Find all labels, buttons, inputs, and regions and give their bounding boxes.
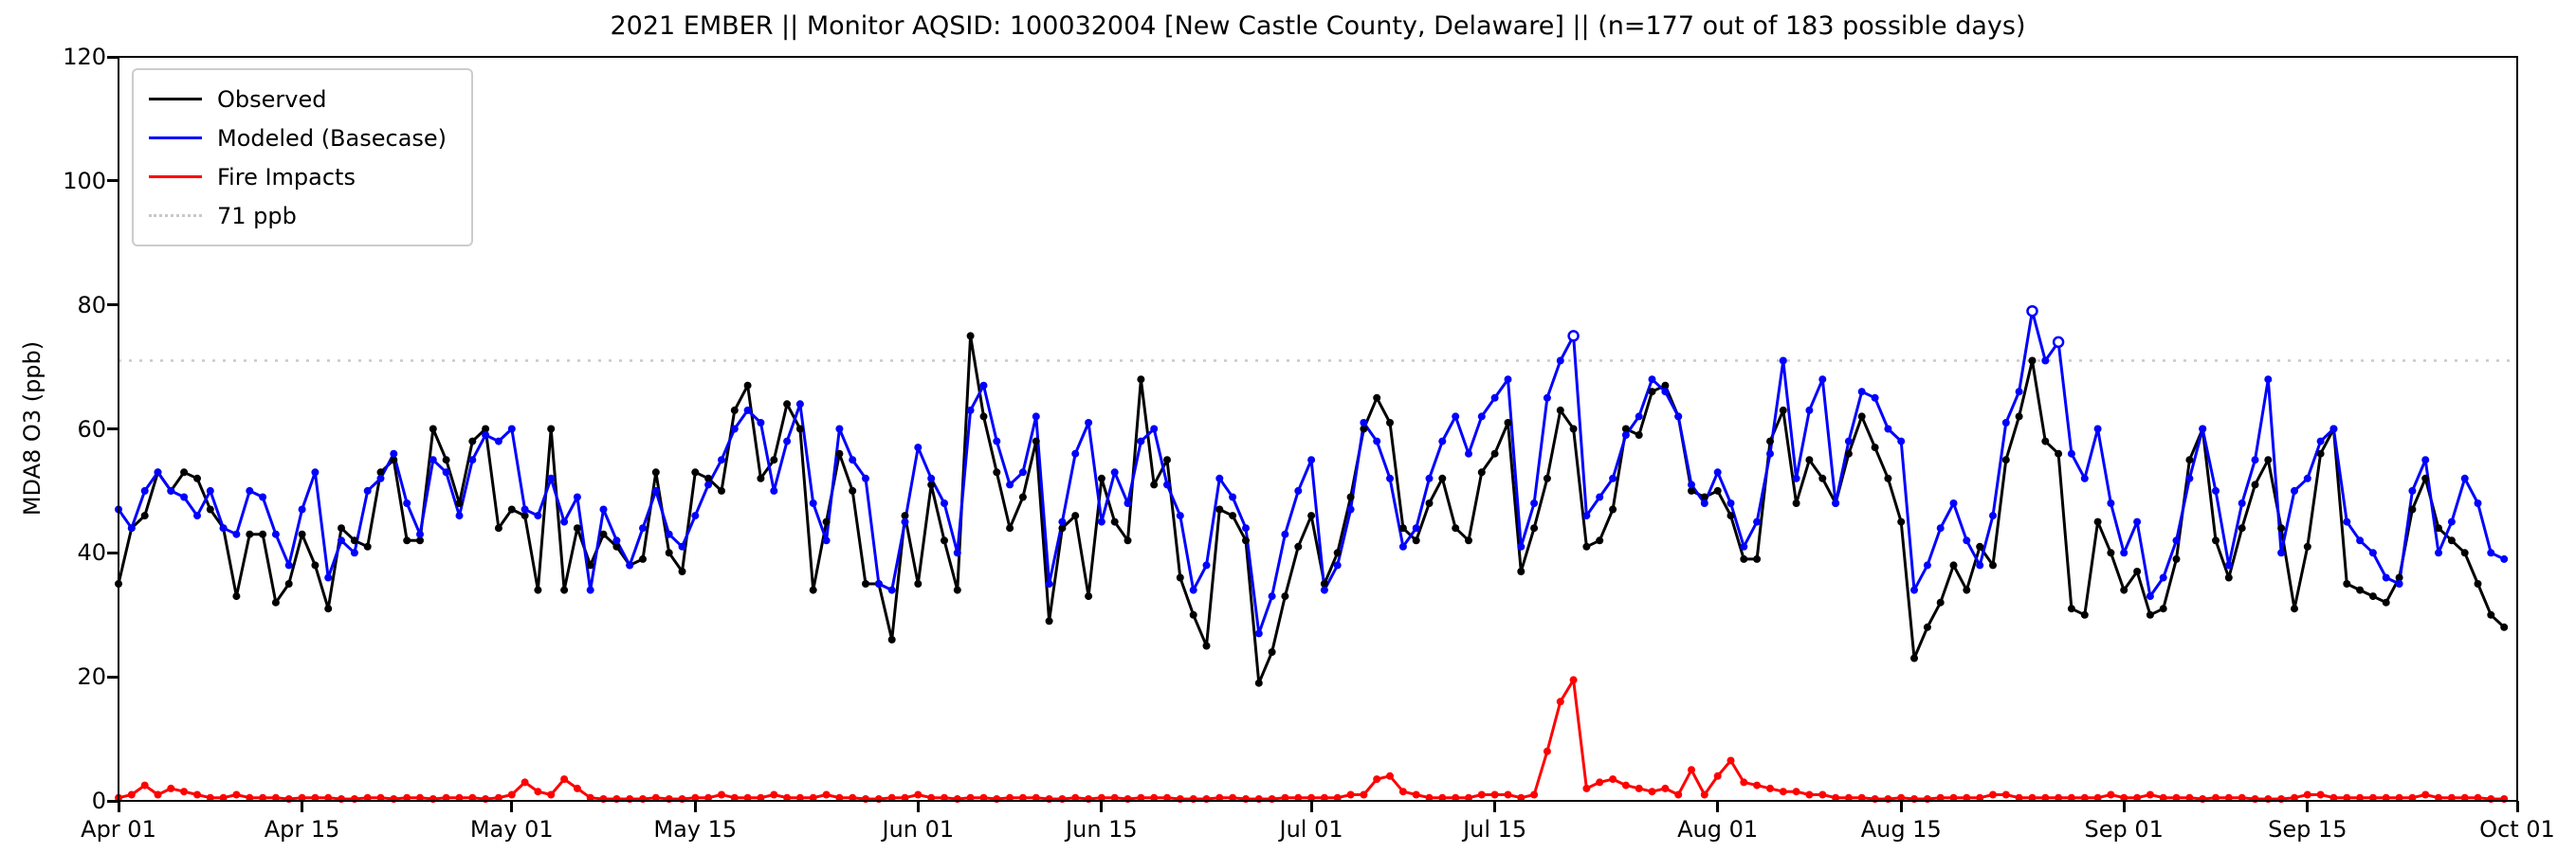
y-tick-mark [107, 303, 119, 307]
y-tick-mark [107, 179, 119, 183]
x-tick-label: Oct 01 [2479, 816, 2555, 843]
x-tick-mark [1493, 801, 1497, 812]
x-tick-mark [2306, 801, 2310, 812]
y-tick-label: 80 [77, 291, 106, 318]
legend-label-fire-impacts: Fire Impacts [217, 163, 356, 191]
y-tick-label: 20 [77, 663, 106, 691]
x-tick-label: Apr 15 [264, 816, 340, 843]
legend-label-modeled: Modeled (Basecase) [217, 124, 448, 152]
x-tick-mark [301, 801, 304, 812]
71ppb-line-sample [149, 214, 202, 217]
x-tick-label: Aug 01 [1677, 816, 1759, 843]
x-tick-mark [2122, 801, 2126, 812]
modeled-line-sample [149, 136, 202, 139]
fire-impacts-line [117, 678, 2506, 801]
observed-line [117, 334, 2506, 685]
x-tick-mark [1100, 801, 1104, 812]
y-tick-mark [107, 675, 119, 679]
x-tick-label: May 01 [469, 816, 554, 843]
legend-label-71ppb: 71 ppb [217, 202, 297, 229]
plot-border [118, 56, 2518, 802]
observed-line-sample [149, 98, 202, 100]
x-tick-label: Sep 01 [2084, 816, 2164, 843]
x-tick-label: May 15 [653, 816, 738, 843]
fire-impacts-line-sample [149, 175, 202, 178]
y-tick-label: 40 [77, 539, 106, 567]
legend-label-observed: Observed [217, 85, 327, 113]
plot-area: Observed Modeled (Basecase) Fire Impacts… [115, 56, 2518, 803]
fire-impacts-points [115, 676, 2509, 803]
x-tick-label: Jul 15 [1463, 816, 1527, 843]
modeled-basecase--line [117, 309, 2506, 635]
observed-points [115, 332, 2509, 687]
legend-item-fire-impacts: Fire Impacts [149, 157, 447, 196]
chart-title: 2021 EMBER || Monitor AQSID: 100032004 [… [610, 11, 2026, 41]
y-tick-label: 120 [63, 44, 106, 70]
y-tick-label: 100 [63, 167, 106, 194]
legend-item-modeled: Modeled (Basecase) [149, 118, 447, 157]
x-tick-mark [693, 801, 697, 812]
legend-item-observed: Observed [149, 80, 447, 118]
x-tick-label: Jul 01 [1279, 816, 1343, 843]
x-tick-label: Jun 01 [882, 816, 955, 843]
y-tick-mark [107, 799, 119, 803]
x-tick-mark [117, 801, 120, 812]
legend: Observed Modeled (Basecase) Fire Impacts… [132, 68, 474, 246]
y-tick-mark [107, 551, 119, 554]
legend-item-71ppb: 71 ppb [149, 196, 447, 235]
y-tick-label: 0 [91, 788, 106, 814]
x-tick-label: Sep 15 [2268, 816, 2348, 843]
y-tick-label: 60 [77, 415, 106, 443]
y-tick-mark [107, 427, 119, 430]
modeled-basecase--points [115, 304, 2509, 638]
x-tick-label: Apr 01 [81, 816, 156, 843]
x-tick-label: Jun 15 [1066, 816, 1138, 843]
x-tick-mark [1716, 801, 1720, 812]
x-tick-mark [510, 801, 514, 812]
x-tick-mark [1309, 801, 1313, 812]
x-tick-mark [2515, 801, 2519, 812]
plot-canvas [115, 56, 2518, 803]
x-tick-label: Aug 15 [1860, 816, 1942, 843]
x-tick-mark [1899, 801, 1903, 812]
x-tick-mark [916, 801, 920, 812]
y-tick-mark [107, 55, 119, 59]
